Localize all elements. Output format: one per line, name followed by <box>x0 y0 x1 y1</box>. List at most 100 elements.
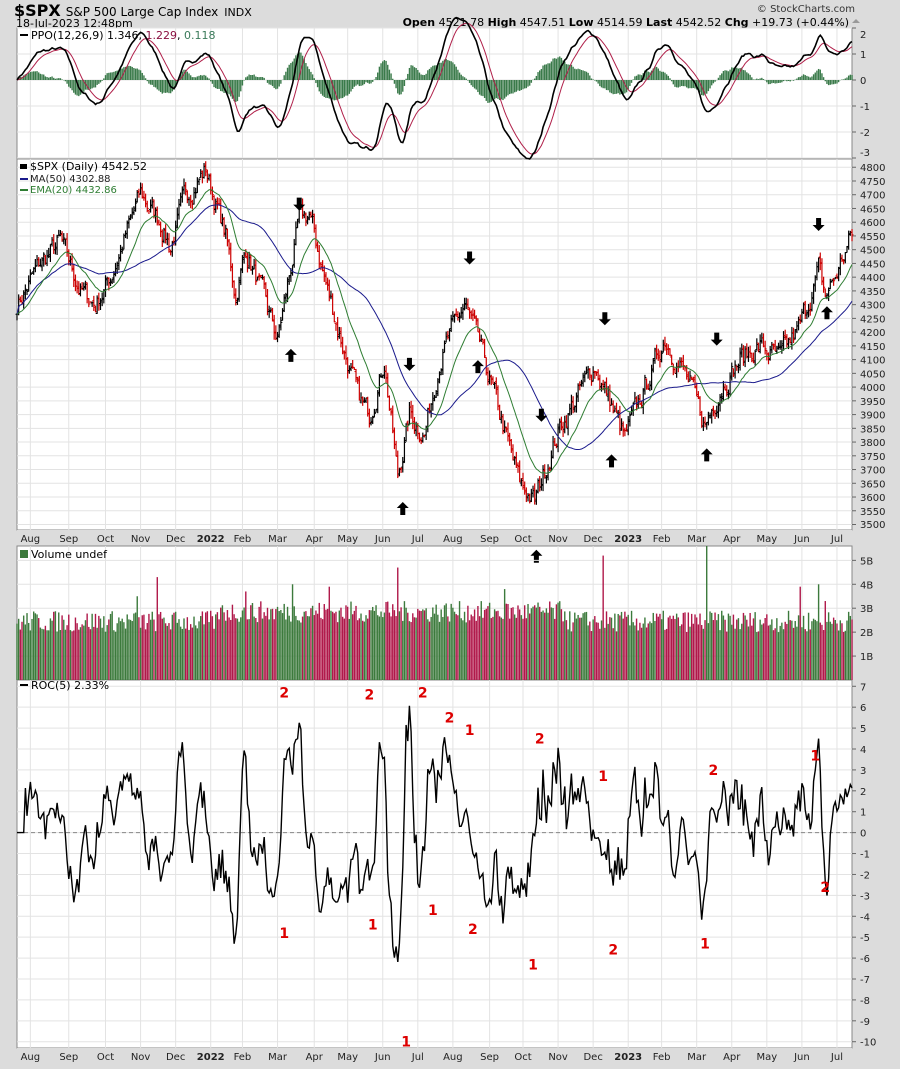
volume-bar <box>837 630 840 680</box>
volume-bar <box>709 611 711 680</box>
volume-bar <box>547 612 549 680</box>
ohlc-bar <box>371 415 375 425</box>
volume-bar <box>303 611 305 680</box>
volume-bar <box>625 616 628 680</box>
volume-bar <box>844 630 847 680</box>
x-tick-label: Aug <box>443 534 463 545</box>
volume-bar <box>684 612 686 680</box>
volume-bar <box>220 607 222 680</box>
y-tick-label: 3600 <box>860 493 885 504</box>
volume-bar <box>393 610 396 680</box>
volume-bar <box>513 614 516 680</box>
low-label: Low <box>569 16 594 29</box>
ohlc-bar <box>92 295 96 312</box>
volume-bar <box>311 605 314 680</box>
volume-bar <box>430 616 432 680</box>
security-name: S&P 500 Large Cap Index <box>66 5 219 19</box>
y-tick-label: 3550 <box>860 507 885 518</box>
volume-bar <box>654 620 656 680</box>
volume-bar <box>53 611 55 680</box>
volume-bar <box>200 616 202 680</box>
volume-bar <box>809 629 811 680</box>
volume-bar <box>121 618 123 680</box>
ohlc-bar <box>332 311 336 323</box>
volume-bar <box>602 555 604 680</box>
x-tick-label: Dec <box>583 1052 602 1063</box>
volume-bar <box>572 622 574 680</box>
y-tick-label: 4250 <box>860 314 885 325</box>
roc-annotation-label: 2 <box>445 711 455 727</box>
volume-bar <box>687 612 690 680</box>
volume-bar <box>226 610 229 680</box>
volume-bar <box>776 618 778 680</box>
roc-annotation-label: 2 <box>820 880 830 896</box>
ppo-legend-swatch <box>20 34 28 36</box>
volume-bar <box>49 618 52 680</box>
volume-bar <box>286 606 289 680</box>
y-tick-label: 3850 <box>860 424 885 435</box>
volume-bar <box>520 615 523 680</box>
volume-bar <box>191 627 194 680</box>
volume-bar <box>210 610 212 680</box>
high-label: High <box>488 16 517 29</box>
roc-annotation-label: 1 <box>598 769 608 785</box>
volume-bar <box>323 604 325 680</box>
volume-bar <box>644 617 646 680</box>
roc-annotation-label: 1 <box>465 723 475 739</box>
volume-bar <box>472 616 474 680</box>
volume-bar <box>781 622 783 680</box>
volume-bar <box>383 612 386 680</box>
volume-bar <box>382 617 384 680</box>
ohlc-bar <box>443 340 447 353</box>
roc-line <box>17 705 853 962</box>
volume-bar <box>685 632 688 680</box>
volume-bar <box>169 629 172 680</box>
volume-bar <box>537 602 539 680</box>
volume-bar <box>811 621 813 680</box>
volume-bar <box>622 618 624 680</box>
volume-bar <box>358 618 361 680</box>
volume-bar <box>717 614 720 680</box>
x-tick-label: Jul <box>411 1052 424 1063</box>
ohlc-bar <box>145 200 149 213</box>
volume-bar <box>261 618 264 680</box>
volume-bar <box>134 612 137 680</box>
volume-bar <box>365 615 367 680</box>
volume-bar <box>627 614 629 680</box>
volume-bar <box>467 605 469 680</box>
volume-bar <box>724 619 726 680</box>
volume-bar <box>22 615 25 680</box>
collapse-icon[interactable] <box>852 19 860 23</box>
volume-bar <box>255 617 257 680</box>
volume-bar <box>549 601 551 680</box>
volume-bar <box>851 619 853 680</box>
volume-bar <box>372 606 374 680</box>
y-tick-label: 5 <box>860 724 866 735</box>
roc-annotation-label: 2 <box>279 686 289 702</box>
y-tick-label: 3650 <box>860 479 885 490</box>
volume-bar <box>831 623 833 680</box>
volume-bar <box>306 616 309 680</box>
y-tick-label: -8 <box>860 996 870 1007</box>
volume-bar <box>759 619 761 680</box>
volume-bar <box>448 621 451 680</box>
x-tick-label: Dec <box>583 534 602 545</box>
volume-bar <box>373 610 376 680</box>
volume-bar <box>468 620 471 680</box>
volume-bar <box>241 610 244 680</box>
volume-bar <box>689 626 691 680</box>
up-arrow-icon <box>284 348 297 362</box>
ohlc-bar <box>184 182 188 196</box>
volume-bar <box>590 631 593 680</box>
volume-bar <box>73 630 75 680</box>
volume-bar <box>824 601 826 680</box>
x-tick-label: Oct <box>514 534 531 545</box>
volume-bar <box>624 611 626 680</box>
open-value: 4521.78 <box>439 16 485 29</box>
volume-bar <box>98 615 100 680</box>
volume-bar <box>660 619 663 680</box>
volume-bar <box>225 620 227 680</box>
x-tick-label: Sep <box>59 534 78 545</box>
volume-bar <box>318 602 320 680</box>
x-tick-label: Apr <box>723 1052 741 1063</box>
